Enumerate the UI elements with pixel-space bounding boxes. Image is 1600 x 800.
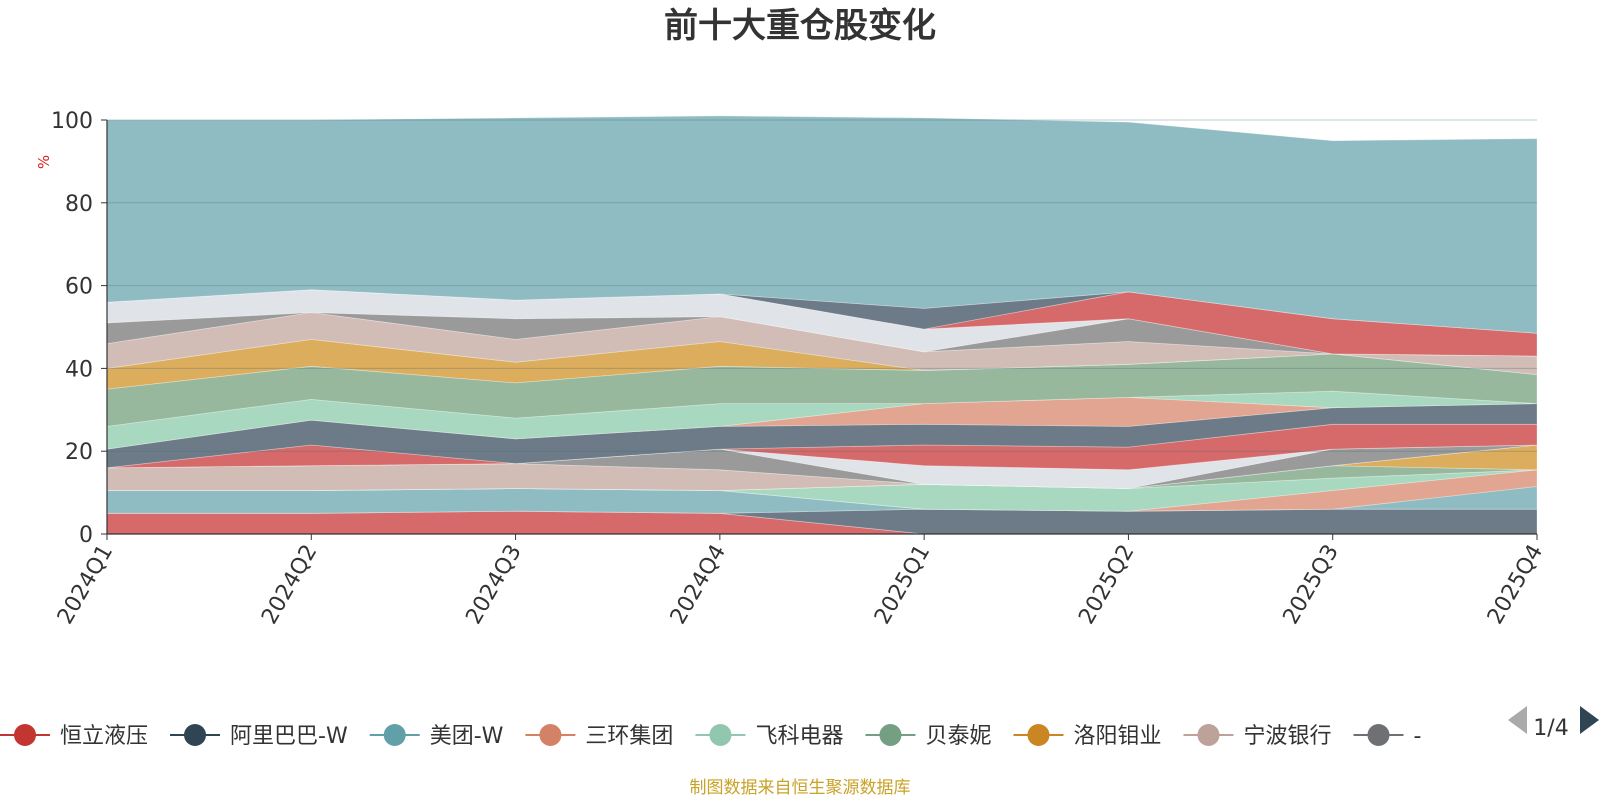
legend-marker-icon (383, 724, 406, 746)
legend-prev-icon[interactable] (1508, 706, 1527, 734)
legend-item[interactable]: 美团-W (369, 724, 504, 749)
y-tick-label: 100 (51, 109, 93, 134)
legend-marker-icon (539, 724, 562, 746)
legend-item[interactable]: 阿里巴巴-W (170, 724, 348, 749)
legend-label: 三环集团 (585, 724, 673, 749)
legend-label: 阿里巴巴-W (230, 724, 348, 749)
legend-label: 美团-W (430, 724, 504, 749)
legend-marker-icon (709, 724, 732, 746)
legend-label: - (1414, 724, 1422, 749)
y-tick-label: 40 (65, 357, 93, 382)
y-tick-label: 20 (65, 440, 93, 465)
y-axis-unit-label: % (35, 155, 53, 169)
legend-item[interactable]: - (1353, 724, 1422, 749)
legend-item[interactable]: 飞科电器 (695, 724, 843, 749)
legend-marker-icon (1197, 724, 1220, 746)
x-tick-label: 2025Q3 (1279, 541, 1344, 629)
legend-item[interactable]: 洛阳钼业 (1013, 724, 1161, 749)
y-tick-label: 60 (65, 275, 93, 300)
area-series-group (106, 115, 1538, 535)
legend-marker-icon (184, 724, 207, 746)
legend-label: 宁波银行 (1243, 724, 1331, 749)
chart-title: 前十大重仓股变化 (664, 6, 936, 46)
x-tick-label: 2025Q1 (870, 541, 935, 629)
legend[interactable]: 恒立液压 阿里巴巴-W 美团-W 三环集团 飞科电器 贝泰妮 洛阳钼业 宁波银行 - (0, 724, 1421, 749)
legend-marker-icon (1027, 724, 1050, 746)
y-tick-label: 0 (79, 523, 93, 548)
legend-label: 恒立液压 (60, 724, 148, 749)
legend-marker-icon (14, 724, 36, 746)
legend-pager[interactable]: 1/4 (1508, 706, 1599, 741)
legend-item[interactable]: 恒立液压 (0, 724, 148, 749)
area-series-15 (106, 353, 1538, 427)
legend-next-icon[interactable] (1580, 706, 1599, 734)
y-tick-label: 80 (65, 192, 93, 217)
legend-item[interactable]: 贝泰妮 (865, 724, 991, 749)
x-tick-label: 2025Q4 (1483, 541, 1548, 629)
footer-source-note: 制图数据来自恒生聚源数据库 (690, 778, 911, 798)
x-tick-label: 2024Q2 (257, 541, 322, 629)
legend-marker-icon (879, 724, 902, 746)
area-series-17 (106, 312, 1538, 376)
legend-marker-icon (1367, 724, 1390, 746)
area-series-22 (106, 115, 1538, 334)
x-tick-label: 2024Q1 (53, 541, 118, 629)
legend-page-indicator: 1/4 (1533, 716, 1568, 741)
gridlines (107, 119, 1537, 452)
x-tick-label: 2024Q3 (461, 541, 526, 629)
legend-label: 飞科电器 (755, 724, 843, 749)
legend-item[interactable]: 三环集团 (525, 724, 673, 749)
x-tick-label: 2025Q2 (1074, 541, 1139, 629)
legend-label: 贝泰妮 (925, 724, 991, 749)
legend-label: 洛阳钼业 (1073, 724, 1161, 749)
x-tick-label: 2024Q4 (666, 541, 731, 629)
legend-item[interactable]: 宁波银行 (1183, 724, 1332, 749)
